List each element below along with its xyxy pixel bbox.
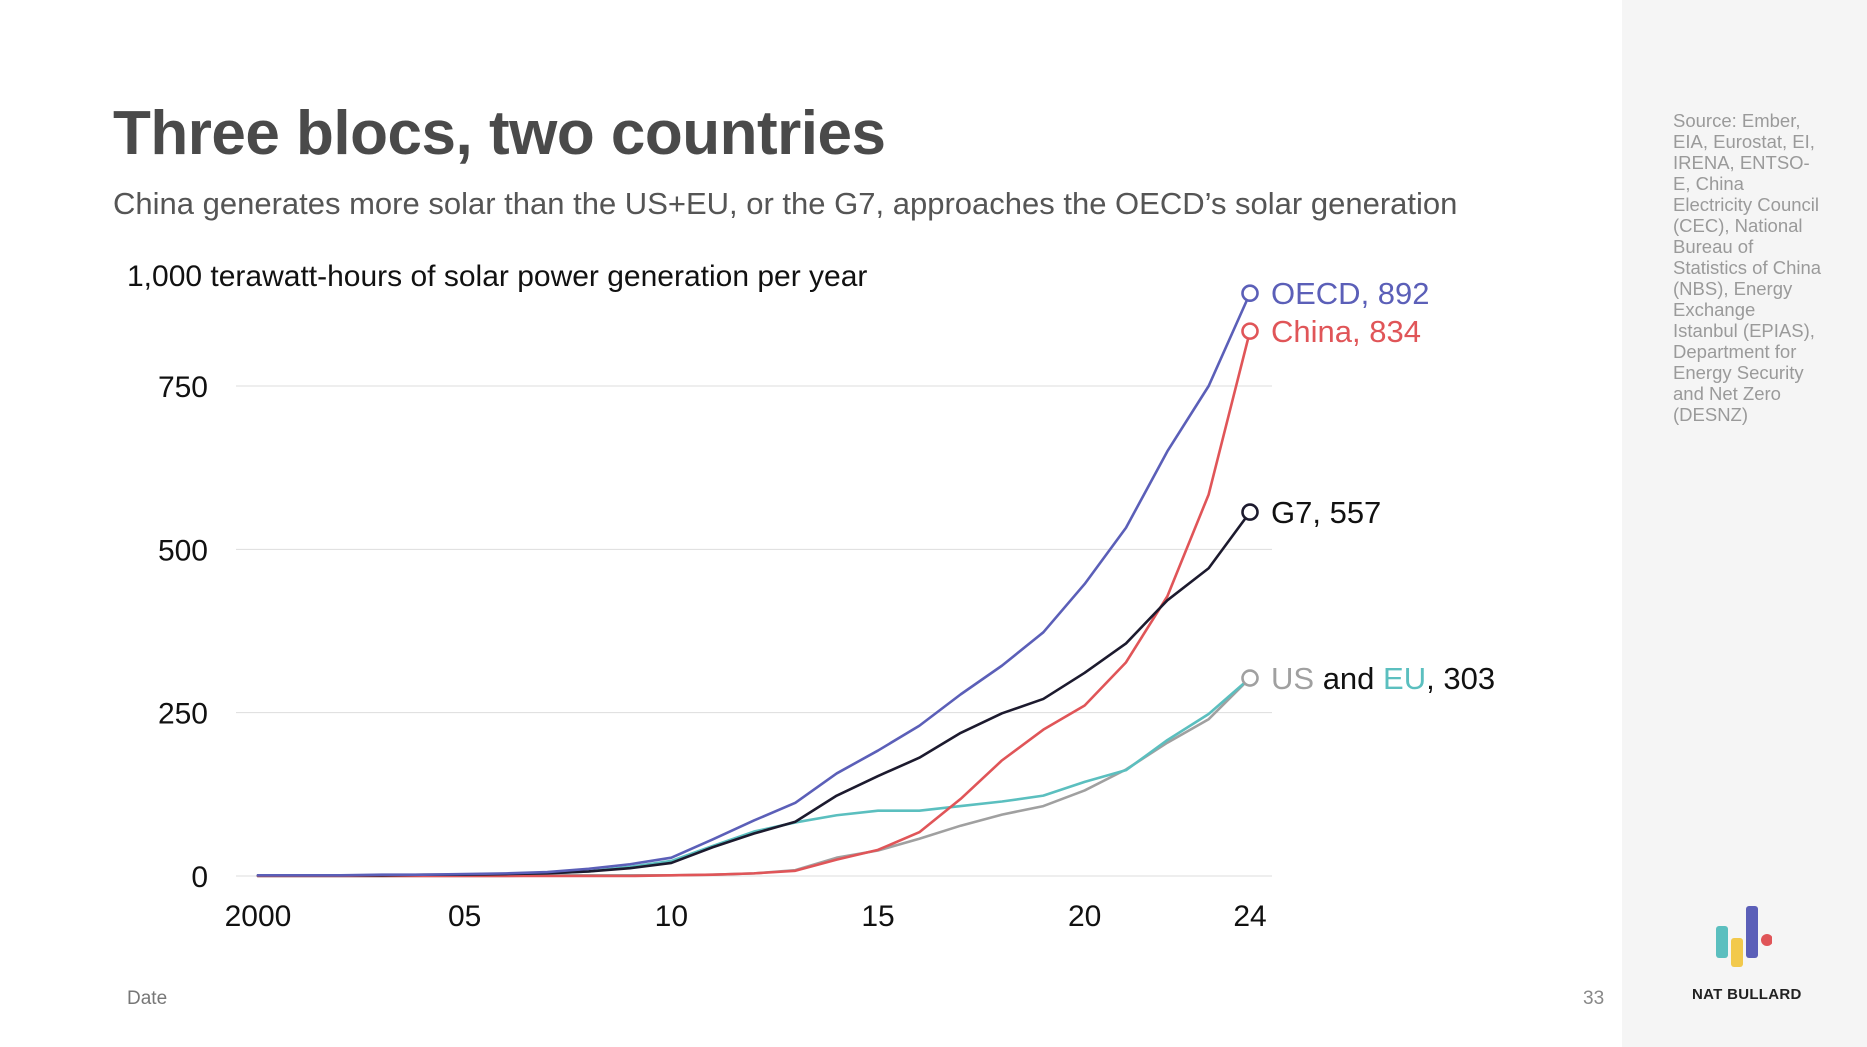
end-marker-china xyxy=(1241,322,1259,340)
x-axis-caption: Date xyxy=(127,988,168,1009)
series-line-eu xyxy=(256,676,1252,878)
end-label-eu-name: EU xyxy=(1383,661,1426,696)
y-tick-label: 750 xyxy=(158,371,208,404)
series-lines xyxy=(256,291,1252,878)
y-tick-label: 0 xyxy=(191,861,208,894)
end-markers xyxy=(1241,284,1259,687)
x-tick-label: 2000 xyxy=(225,900,292,933)
slide-subtitle: China generates more solar than the US+E… xyxy=(113,186,1458,221)
y-axis-ticks: 0 250 500 750 xyxy=(158,371,208,894)
end-marker-g7 xyxy=(1241,503,1259,521)
end-label-joiner: and xyxy=(1314,661,1383,696)
nat-bullard-logo xyxy=(1716,906,1772,967)
x-tick-label: 24 xyxy=(1233,900,1266,933)
source-note: Source: Ember, EIA, Eurostat, EI, IRENA,… xyxy=(1673,110,1822,425)
end-label-us-eu: US and EU, 303 xyxy=(1271,661,1495,696)
end-label-us-eu-value: , 303 xyxy=(1426,661,1495,696)
slide-main-panel xyxy=(0,0,1622,1047)
chart-title: 1,000 terawatt-hours of solar power gene… xyxy=(127,260,868,293)
end-label-g7: G7, 557 xyxy=(1271,495,1381,530)
y-tick-label: 250 xyxy=(158,698,208,731)
x-tick-label: 15 xyxy=(861,900,894,933)
end-marker-oecd xyxy=(1241,284,1259,303)
end-label-china: China, 834 xyxy=(1271,314,1421,349)
end-label-us-name: US xyxy=(1271,661,1314,696)
slide-sidebar xyxy=(1622,0,1867,1047)
x-axis-ticks: 2000 05 10 15 20 24 xyxy=(225,900,1267,933)
x-tick-label: 05 xyxy=(448,900,481,933)
series-line-china xyxy=(256,329,1252,878)
gridlines xyxy=(236,385,1272,877)
y-tick-label: 500 xyxy=(158,534,208,567)
x-tick-label: 20 xyxy=(1068,900,1101,933)
slide-title: Three blocs, two countries xyxy=(113,99,886,168)
x-tick-label: 10 xyxy=(655,900,688,933)
end-marker-us xyxy=(1241,669,1259,687)
series-line-oecd xyxy=(256,291,1252,877)
end-label-oecd: OECD, 892 xyxy=(1271,276,1430,311)
page-number: 33 xyxy=(1583,988,1605,1009)
brand-name: NAT BULLARD xyxy=(1692,986,1802,1003)
